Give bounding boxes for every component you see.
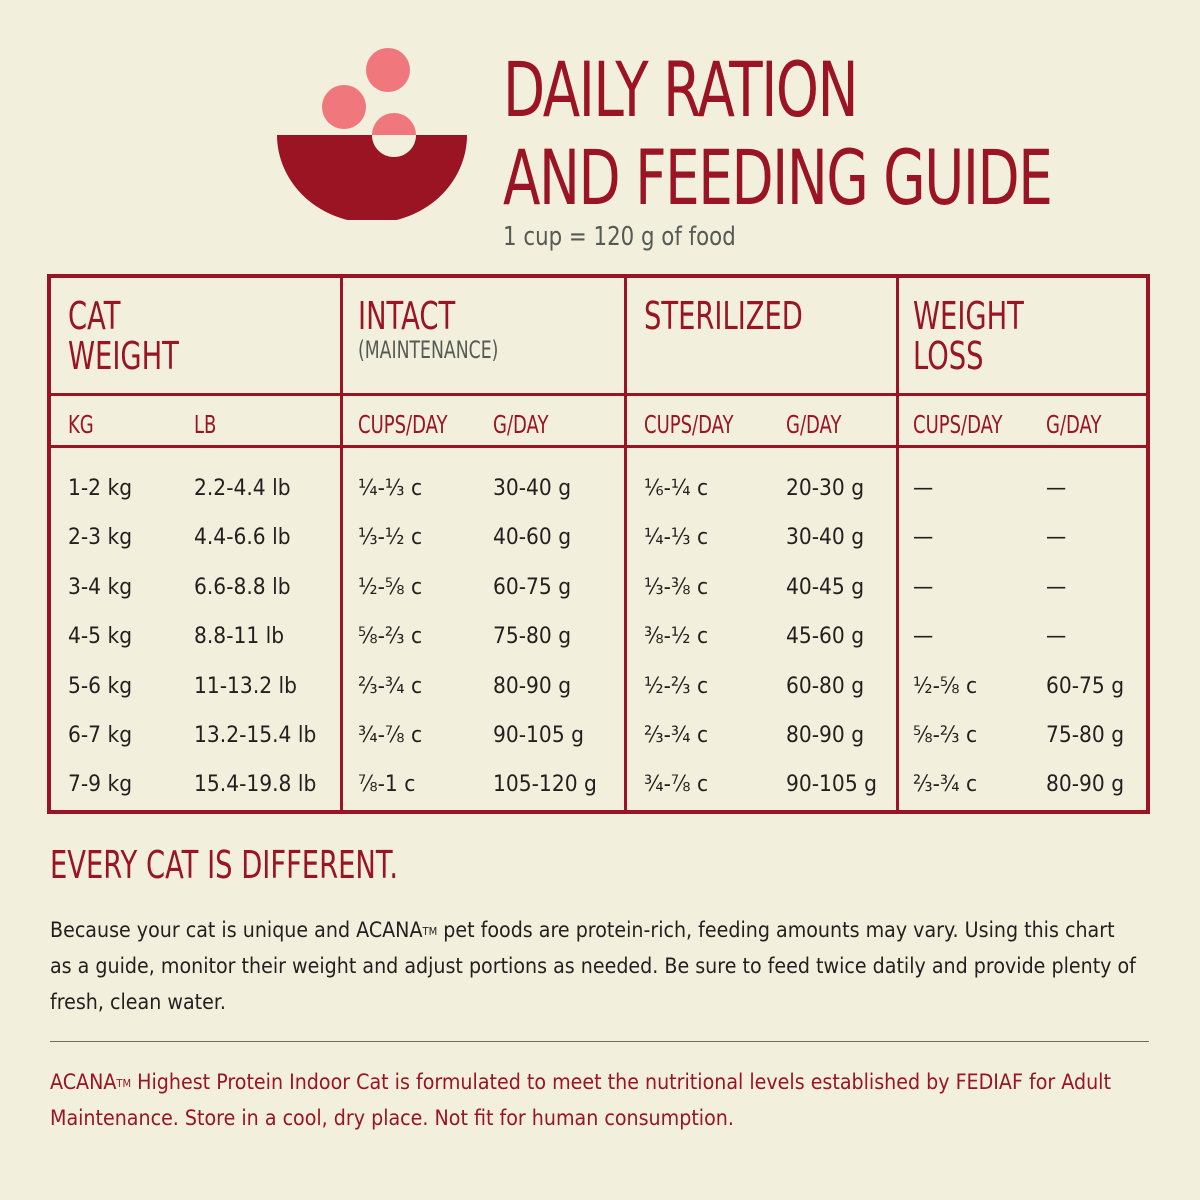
feeding-advice-paragraph: Because your cat is unique and ACANATM p… [50, 918, 1136, 1014]
cell-lb: 6.6-8.8 lb [194, 575, 291, 600]
cell-kg: 1-2 kg [68, 476, 133, 501]
column-header-sterilized-grams: G/DAY [786, 410, 842, 439]
column-header-intact-cups: CUPS/DAY [358, 410, 448, 439]
cell-sterilized-cups: ½-⅔ c [644, 674, 709, 699]
group-header-weight-loss: WEIGHT LOSS [913, 294, 1024, 378]
cell-intact-cups: ¼-⅓ c [358, 476, 423, 501]
cell-intact-grams: 30-40 g [493, 476, 572, 501]
cell-weightloss-cups: ½-⅝ c [913, 674, 978, 699]
cell-weightloss-cups: — [913, 476, 934, 501]
cell-intact-cups: ½-⅝ c [358, 575, 423, 600]
cell-sterilized-grams: 90-105 g [786, 772, 877, 797]
cell-sterilized-cups: ⅜-½ c [644, 624, 709, 649]
cell-sterilized-cups: ⅔-¾ c [644, 723, 709, 748]
cell-intact-cups: ⅔-¾ c [358, 674, 423, 699]
trademark-symbol: TM [116, 1077, 132, 1090]
cell-weightloss-grams: 60-75 g [1046, 674, 1125, 699]
group-header-sterilized: STERILIZED [644, 294, 803, 338]
cell-sterilized-grams: 60-80 g [786, 674, 865, 699]
column-divider [624, 278, 627, 810]
cell-weightloss-grams: 80-90 g [1046, 772, 1125, 797]
title-line-2: AND FEEDING GUIDE [503, 133, 1053, 222]
column-header-weightloss-cups: CUPS/DAY [913, 410, 1003, 439]
column-header-intact-grams: G/DAY [493, 410, 549, 439]
cell-kg: 2-3 kg [68, 525, 133, 550]
group-header-intact: INTACT (MAINTENANCE) [358, 294, 499, 364]
cell-intact-cups: ⅝-⅔ c [358, 624, 423, 649]
cell-intact-cups: ¾-⅞ c [358, 723, 423, 748]
cell-sterilized-grams: 45-60 g [786, 624, 865, 649]
section-divider [50, 1041, 1149, 1042]
column-header-kg: KG [68, 410, 94, 439]
cell-intact-grams: 75-80 g [493, 624, 572, 649]
cell-sterilized-cups: ¾-⅞ c [644, 772, 709, 797]
group-header-cat-weight: CAT WEIGHT [68, 294, 179, 378]
row-divider [51, 445, 1146, 448]
cell-intact-cups: ⅞-1 c [358, 772, 416, 797]
cell-sterilized-cups: ⅙-¼ c [644, 476, 709, 501]
column-divider [340, 278, 343, 810]
cell-lb: 13.2-15.4 lb [194, 723, 317, 748]
cup-conversion-note: 1 cup = 120 g of food [503, 222, 736, 252]
cell-weightloss-grams: — [1046, 575, 1067, 600]
column-header-weightloss-grams: G/DAY [1046, 410, 1102, 439]
cell-kg: 6-7 kg [68, 723, 133, 748]
cell-sterilized-grams: 30-40 g [786, 525, 865, 550]
section-heading-every-cat: EVERY CAT IS DIFFERENT. [50, 843, 399, 887]
cell-weightloss-grams: — [1046, 624, 1067, 649]
column-divider [896, 278, 899, 810]
food-bowl-icon [277, 38, 467, 223]
cell-weightloss-grams: — [1046, 525, 1067, 550]
feeding-table: CAT WEIGHT INTACT (MAINTENANCE) STERILIZ… [47, 274, 1150, 814]
cell-weightloss-grams: — [1046, 476, 1067, 501]
cell-intact-grams: 90-105 g [493, 723, 584, 748]
cell-sterilized-grams: 40-45 g [786, 575, 865, 600]
cell-intact-grams: 60-75 g [493, 575, 572, 600]
cell-intact-grams: 80-90 g [493, 674, 572, 699]
cell-weightloss-cups: ⅝-⅔ c [913, 723, 978, 748]
cell-weightloss-cups: ⅔-¾ c [913, 772, 978, 797]
cell-kg: 4-5 kg [68, 624, 133, 649]
title-line-1: DAILY RATION [503, 45, 858, 134]
cell-weightloss-cups: — [913, 575, 934, 600]
cell-sterilized-cups: ¼-⅓ c [644, 525, 709, 550]
cell-intact-grams: 105-120 g [493, 772, 597, 797]
group-subheader-maintenance: (MAINTENANCE) [358, 336, 499, 364]
cell-lb: 8.8-11 lb [194, 624, 285, 649]
cell-weightloss-cups: — [913, 624, 934, 649]
cell-lb: 15.4-19.8 lb [194, 772, 317, 797]
page-title: DAILY RATION AND FEEDING GUIDE [503, 45, 1053, 222]
cell-sterilized-grams: 20-30 g [786, 476, 865, 501]
cell-kg: 7-9 kg [68, 772, 133, 797]
column-header-sterilized-cups: CUPS/DAY [644, 410, 734, 439]
column-header-lb: LB [194, 410, 217, 439]
cell-intact-cups: ⅓-½ c [358, 525, 423, 550]
cell-kg: 5-6 kg [68, 674, 133, 699]
cell-sterilized-grams: 80-90 g [786, 723, 865, 748]
product-disclaimer: ACANATM Highest Protein Indoor Cat is fo… [50, 1070, 1111, 1130]
cell-lb: 11-13.2 lb [194, 674, 298, 699]
cell-weightloss-grams: 75-80 g [1046, 723, 1125, 748]
cell-kg: 3-4 kg [68, 575, 133, 600]
trademark-symbol: TM [422, 925, 438, 938]
row-divider [51, 393, 1146, 396]
cell-intact-grams: 40-60 g [493, 525, 572, 550]
cell-lb: 2.2-4.4 lb [194, 476, 291, 501]
cell-lb: 4.4-6.6 lb [194, 525, 291, 550]
cell-weightloss-cups: — [913, 525, 934, 550]
cell-sterilized-cups: ⅓-⅜ c [644, 575, 709, 600]
